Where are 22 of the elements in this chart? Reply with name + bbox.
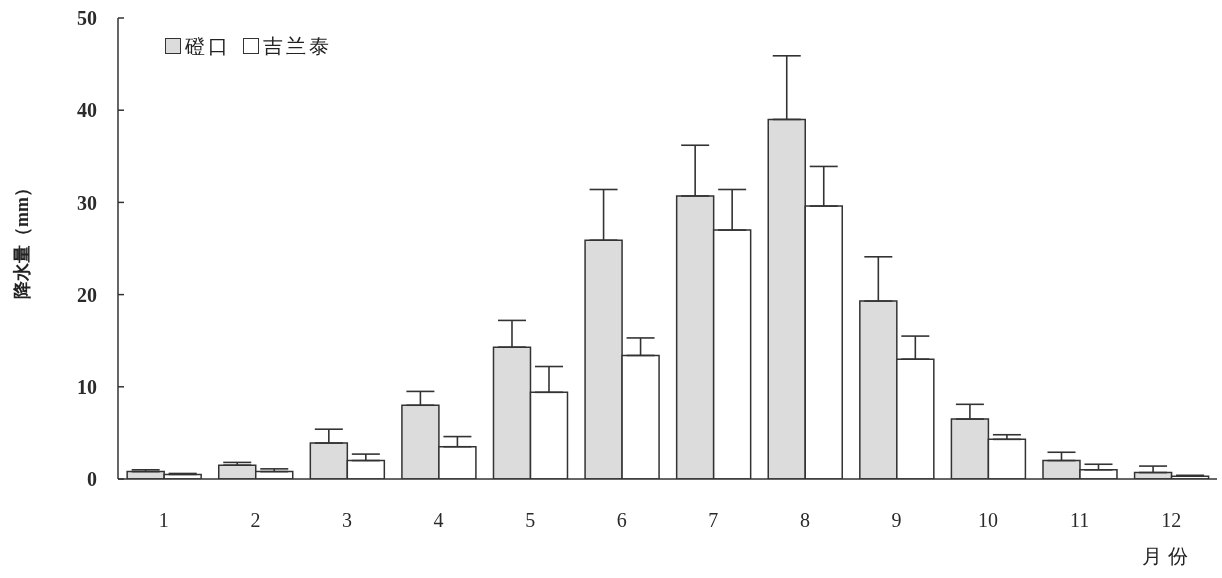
y-tick-label: 0 bbox=[87, 468, 97, 491]
y-tick-label: 10 bbox=[77, 375, 97, 398]
x-tick-label: 12 bbox=[1161, 509, 1182, 531]
x-tick-label: 1 bbox=[158, 509, 169, 531]
x-tick-label: 5 bbox=[525, 509, 536, 531]
x-tick-label: 7 bbox=[708, 509, 719, 531]
x-tick-label: 11 bbox=[1069, 509, 1090, 531]
x-tick-label: 6 bbox=[616, 509, 627, 531]
y-tick-label: 50 bbox=[77, 7, 97, 30]
legend-label: 磴口 bbox=[185, 35, 231, 57]
x-tick-label: 9 bbox=[891, 509, 902, 531]
y-axis-title: 降水量（mm） bbox=[12, 178, 32, 299]
x-tick-label: 10 bbox=[978, 509, 999, 531]
legend-label: 吉兰泰 bbox=[263, 35, 332, 57]
x-axis-title: 月份 bbox=[1142, 545, 1194, 567]
x-tick-label: 8 bbox=[799, 509, 810, 531]
y-tick-label: 40 bbox=[77, 99, 97, 122]
y-tick-label: 30 bbox=[77, 191, 97, 214]
y-tick-label: 20 bbox=[77, 283, 97, 306]
x-tick-label: 2 bbox=[250, 509, 261, 531]
x-tick-label: 3 bbox=[341, 509, 352, 531]
x-tick-label: 4 bbox=[433, 509, 444, 531]
